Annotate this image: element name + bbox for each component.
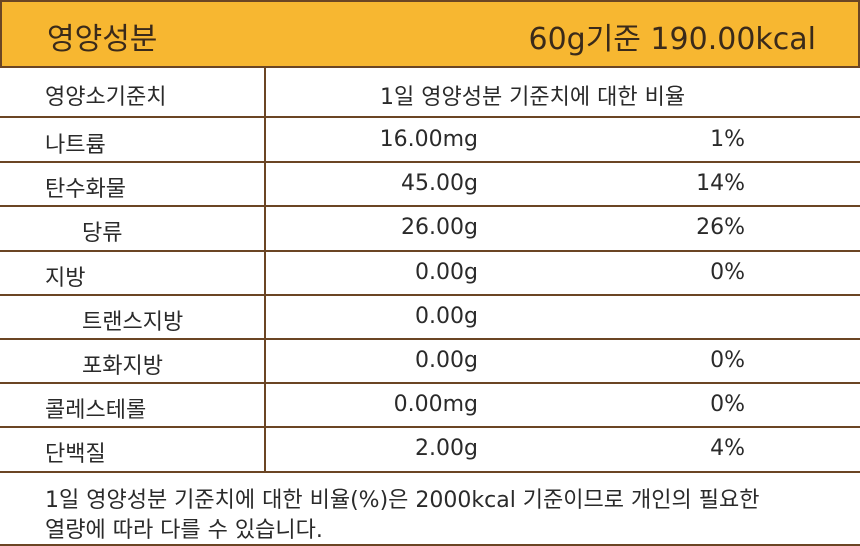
table-row: 단백질 2.00g 4%: [0, 427, 860, 472]
row-divider: [0, 426, 860, 429]
daily-value-percent: 1%: [710, 127, 745, 152]
bottom-border: [0, 544, 860, 546]
nutrient-amount: 16.00mg: [379, 127, 478, 152]
daily-value-percent: 26%: [696, 215, 745, 241]
nutrient-amount: 0.00mg: [393, 392, 478, 418]
nutrient-name: 포화지방: [82, 354, 163, 379]
nutrient-amount: 2.00g: [415, 436, 478, 462]
row-divider: [0, 293, 860, 296]
row-divider: [0, 205, 860, 208]
row-divider: [0, 116, 860, 118]
header-band: 영양성분 60g기준 190.00kcal: [0, 0, 860, 68]
row-divider: [0, 338, 860, 340]
nutrient-amount: 0.00g: [415, 259, 478, 285]
row-divider: [0, 161, 860, 164]
row-divider: [0, 249, 860, 252]
nutrient-amount: 0.00g: [415, 348, 478, 373]
table-row: 탄수화물 45.00g 14%: [0, 162, 860, 207]
table-row: 콜레스테롤 0.00mg 0%: [0, 383, 860, 428]
daily-value-percent: 4%: [710, 436, 745, 462]
footnote-line: 1일 영양성분 기준치에 대한 비율(%)은 2000kcal 기준이므로 개인…: [45, 488, 760, 513]
nutrient-name: 탄수화물: [45, 177, 126, 203]
nutrient-name: 트랜스지방: [82, 309, 184, 335]
table-row: 지방 0.00g 0%: [0, 251, 860, 296]
nutrient-name: 나트륨: [45, 133, 106, 158]
nutrient-name: 지방: [45, 265, 86, 291]
nutrient-amount: 26.00g: [401, 215, 478, 241]
nutrient-name: 당류: [82, 221, 123, 247]
daily-value-percent: 0%: [710, 259, 745, 285]
column-header: 1일 영양성분 기준치에 대한 비율: [380, 85, 686, 110]
table-row: 나트륨 16.00mg 1%: [0, 118, 860, 163]
nutrient-amount: 0.00g: [415, 303, 478, 329]
header-title: 영양성분: [47, 22, 158, 57]
table-row: 포화지방 0.00g 0%: [0, 339, 860, 384]
daily-value-percent: 0%: [710, 392, 745, 418]
table-row: 트랜스지방 0.00g: [0, 295, 860, 340]
daily-value-percent: 0%: [710, 348, 745, 373]
footnote-line: 열량에 따라 다를 수 있습니다.: [45, 518, 323, 543]
daily-value-percent: 14%: [696, 171, 745, 197]
row-divider: [0, 471, 860, 473]
nutrient-name: 콜레스테롤: [45, 398, 147, 424]
column-divider: [264, 68, 266, 472]
table-row: 당류 26.00g 26%: [0, 206, 860, 251]
nutrient-amount: 45.00g: [401, 171, 478, 197]
column-header: 영양소기준치: [45, 85, 167, 110]
row-divider: [0, 382, 860, 385]
header-basis: 60g기준 190.00kcal: [528, 22, 816, 57]
nutrient-name: 단백질: [45, 442, 106, 468]
